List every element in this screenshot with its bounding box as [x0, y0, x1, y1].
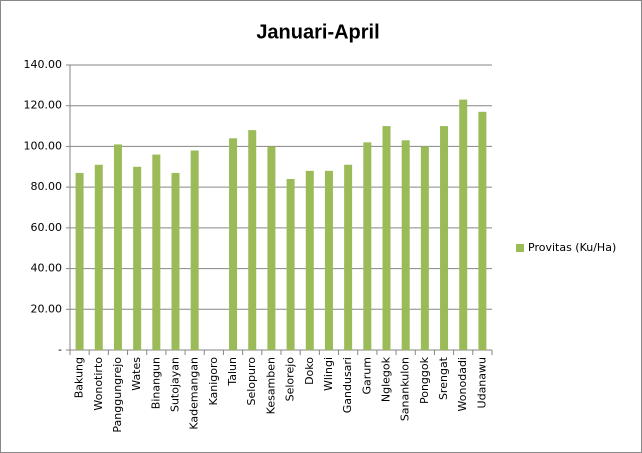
- y-tick-label: 100.00: [24, 139, 63, 152]
- bar: [190, 150, 199, 350]
- legend-label: Provitas (Ku/Ha): [528, 241, 616, 254]
- x-tick-label: Panggungrejo: [111, 357, 124, 433]
- bar: [363, 142, 372, 350]
- bar: [113, 144, 122, 350]
- bar: [478, 111, 487, 350]
- y-tick-label: 120.00: [24, 99, 63, 112]
- bar: [420, 146, 429, 350]
- bar: [229, 138, 238, 350]
- legend-swatch: [516, 244, 524, 252]
- bar: [324, 170, 333, 350]
- bar: [152, 154, 161, 350]
- x-tick-label: Kanigoro: [207, 357, 220, 406]
- chart-title: Januari-April: [256, 21, 379, 43]
- bar: [267, 146, 276, 350]
- x-tick-label: Gandusari: [341, 357, 354, 413]
- bar: [286, 179, 295, 350]
- bar: [459, 99, 468, 350]
- x-tick-label: Selopuro: [245, 357, 258, 406]
- x-tick-label: Srengat: [437, 356, 450, 400]
- x-tick-label: Nglegok: [380, 356, 393, 402]
- x-tick-label: Wates: [130, 357, 143, 391]
- y-tick-label: 80.00: [31, 180, 63, 193]
- bar: [248, 130, 257, 350]
- bar: [382, 126, 391, 350]
- x-tick-label: Wonotirto: [92, 357, 105, 411]
- bar: [171, 172, 180, 350]
- y-tick-label: -: [58, 343, 62, 356]
- bar: [401, 140, 410, 350]
- x-tick-label: Wonodadi: [456, 357, 469, 411]
- x-tick-label: Bakung: [73, 357, 86, 398]
- y-tick-label: 20.00: [31, 302, 63, 315]
- x-tick-label: Binangun: [149, 357, 162, 409]
- x-tick-label: Kademangan: [188, 357, 201, 430]
- x-tick-label: Udanawu: [475, 357, 488, 408]
- x-tick-label: Kesamben: [264, 357, 277, 414]
- bar: [75, 172, 84, 350]
- x-tick-label: Garum: [360, 357, 373, 394]
- bar: [344, 164, 353, 350]
- bar: [305, 170, 314, 350]
- bar: [94, 164, 103, 350]
- bar: [133, 166, 142, 350]
- x-tick-label: Wlingi: [322, 357, 335, 391]
- y-tick-label: 140.00: [24, 58, 63, 71]
- x-tick-label: Doko: [303, 357, 316, 385]
- bar: [440, 126, 449, 350]
- x-tick-label: Ponggok: [418, 356, 431, 404]
- y-tick-label: 40.00: [31, 262, 63, 275]
- x-tick-label: Sutojayan: [169, 357, 182, 412]
- x-tick-label: Selorejo: [284, 357, 297, 402]
- y-tick-label: 60.00: [31, 221, 63, 234]
- x-tick-label: Talun: [226, 357, 239, 387]
- x-tick-label: Sanankulon: [399, 357, 412, 421]
